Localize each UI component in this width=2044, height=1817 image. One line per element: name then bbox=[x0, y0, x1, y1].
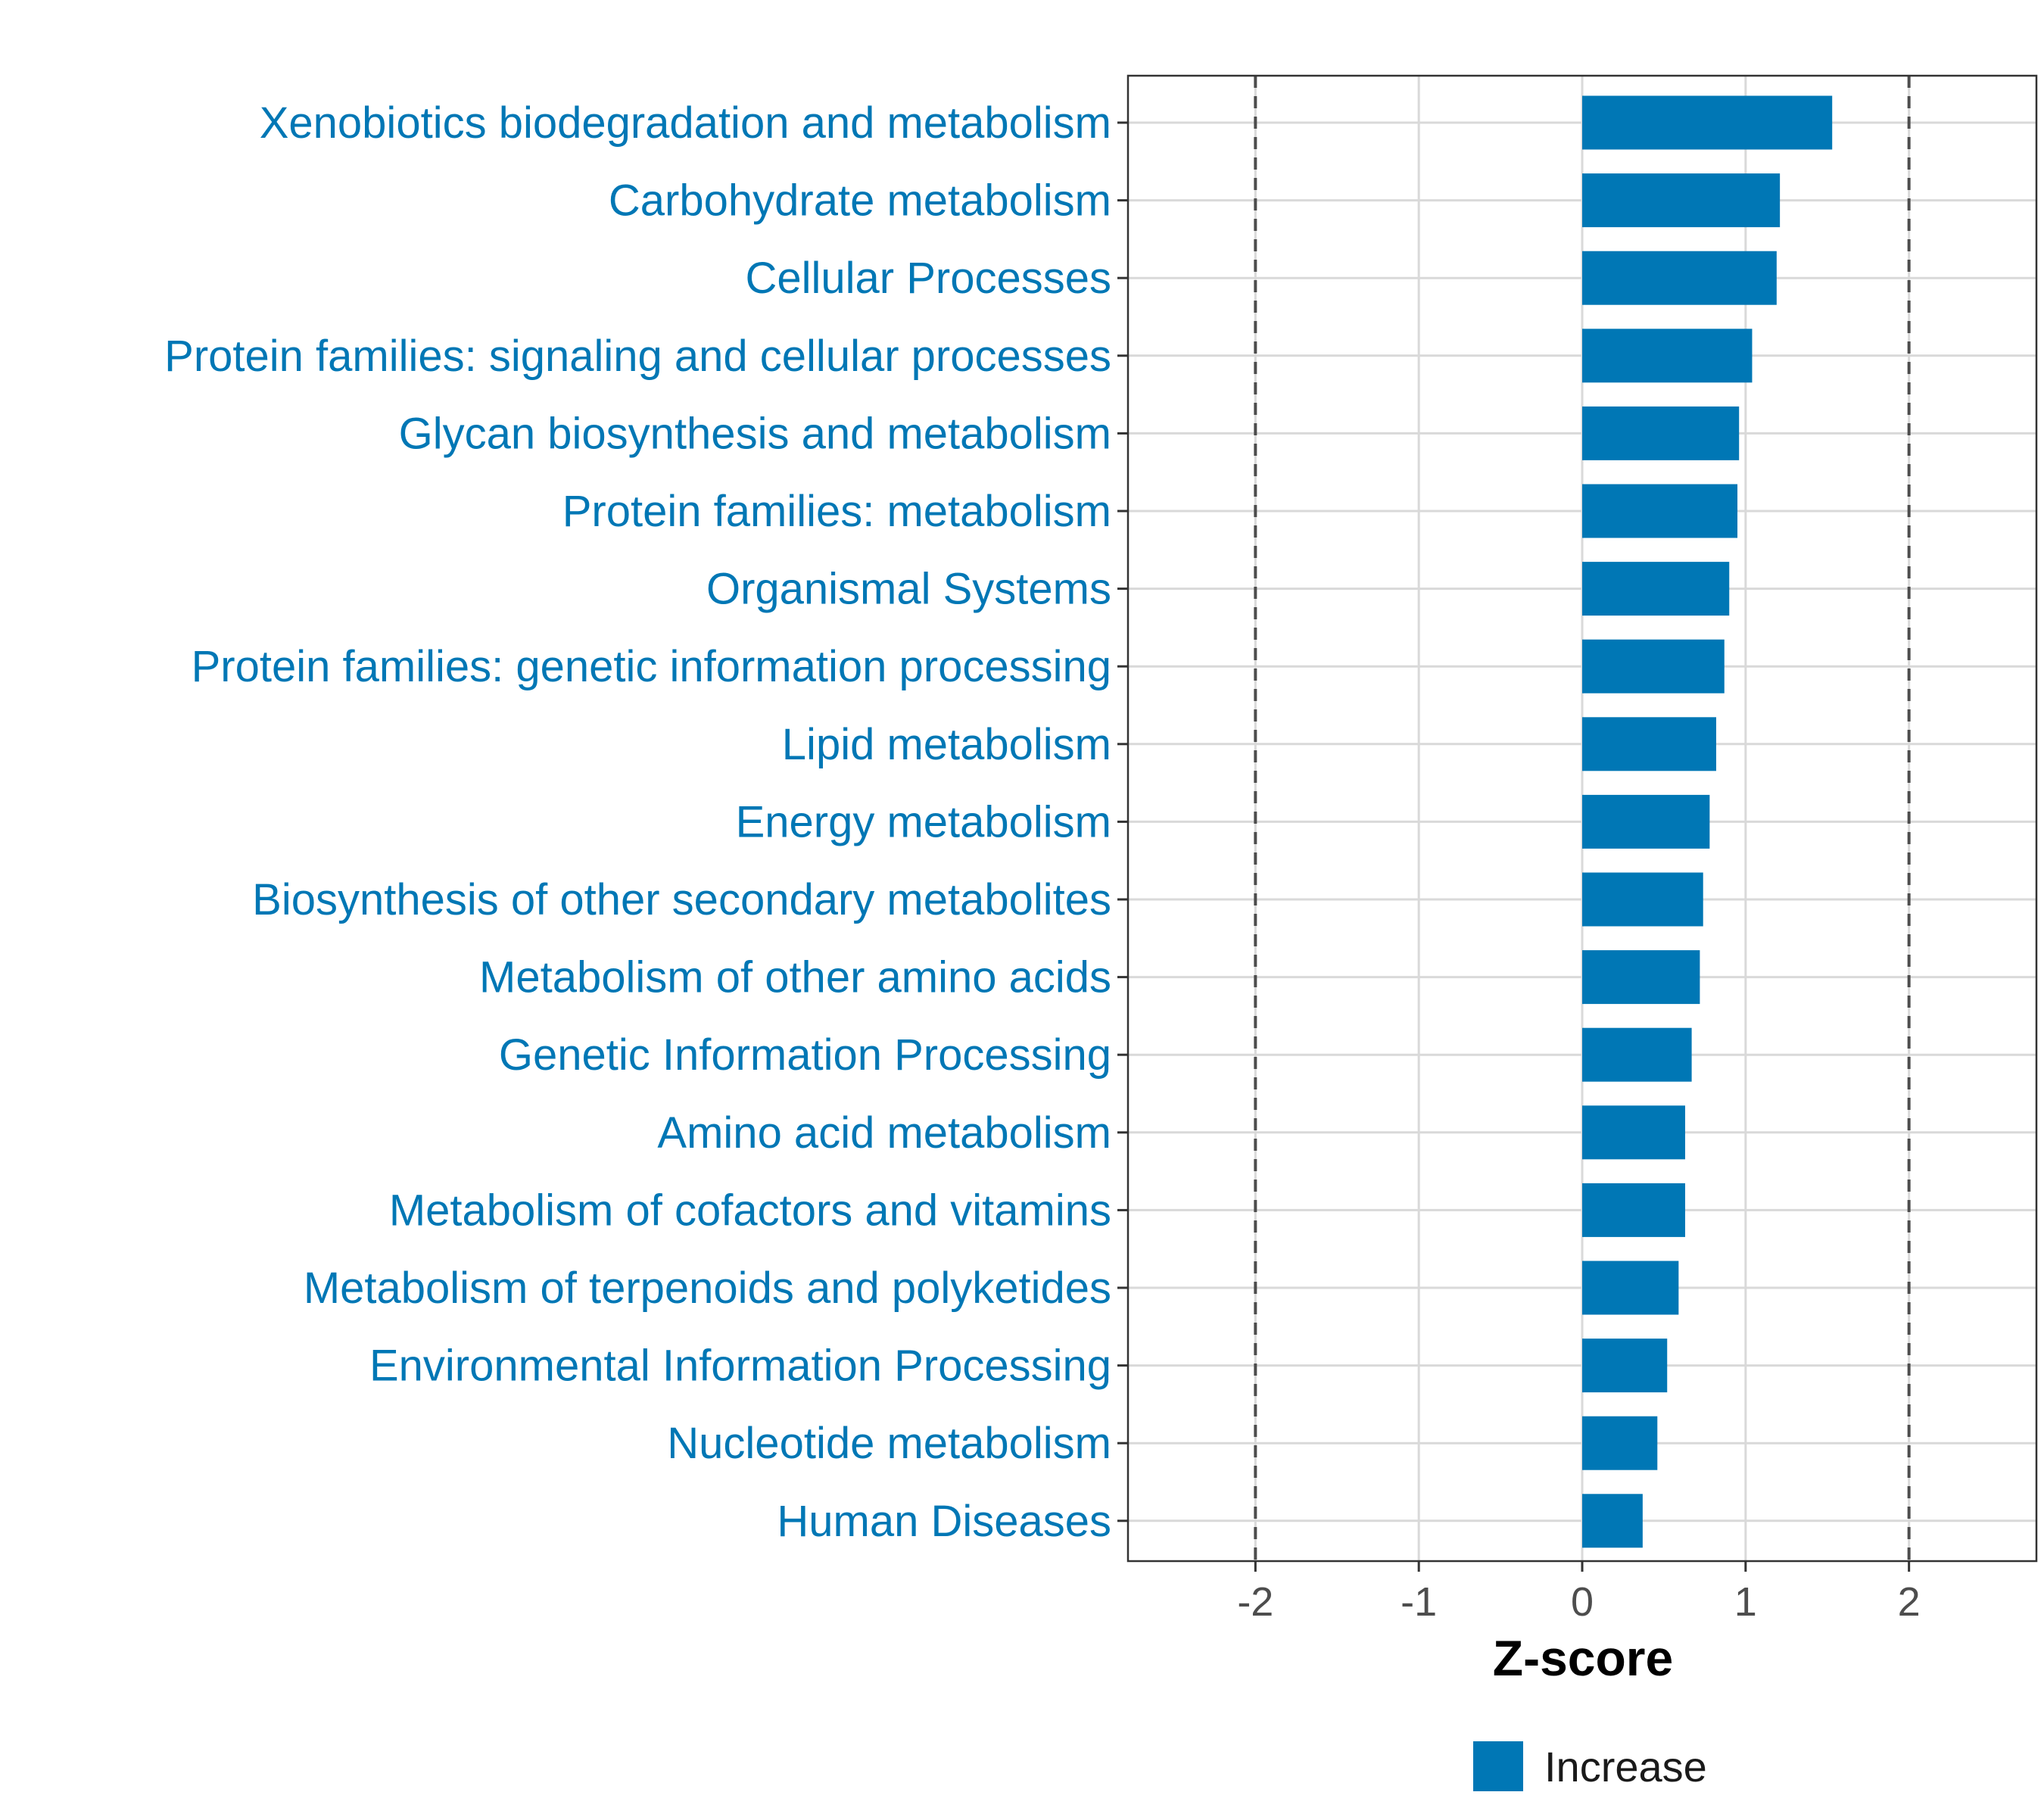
category-label-13: Genetic Information Processing bbox=[499, 1030, 1111, 1080]
x-axis-labels: -2 -1 0 1 2 bbox=[1237, 1579, 1920, 1625]
bars bbox=[1582, 95, 1833, 1548]
category-label-2: Carbohydrate metabolism bbox=[609, 176, 1111, 226]
x-tick-label-1: 1 bbox=[1734, 1579, 1757, 1625]
legend-swatch-increase bbox=[1473, 1741, 1523, 1791]
x-tick-label-0: 0 bbox=[1571, 1579, 1594, 1625]
x-axis-ticks bbox=[1254, 1561, 1911, 1572]
category-label-5: Glycan biosynthesis and metabolism bbox=[399, 409, 1111, 458]
bar-6 bbox=[1582, 484, 1738, 538]
category-label-9: Lipid metabolism bbox=[782, 720, 1111, 769]
category-label-19: Human Diseases bbox=[777, 1497, 1111, 1546]
category-label-7: Organismal Systems bbox=[706, 565, 1111, 614]
bar-13 bbox=[1582, 1027, 1692, 1082]
bar-2 bbox=[1582, 173, 1781, 228]
category-label-17: Environmental Information Processing bbox=[369, 1342, 1111, 1391]
bar-11 bbox=[1582, 872, 1703, 927]
category-label-1: Xenobiotics biodegradation and metabolis… bbox=[260, 98, 1111, 148]
bar-4 bbox=[1582, 329, 1753, 383]
bar-1 bbox=[1582, 95, 1833, 150]
legend: Increase bbox=[1473, 1741, 1707, 1791]
bar-17 bbox=[1582, 1339, 1668, 1393]
y-axis-labels: Xenobiotics biodegradation and metabolis… bbox=[164, 98, 1111, 1546]
category-label-18: Nucleotide metabolism bbox=[667, 1419, 1111, 1468]
category-label-12: Metabolism of other amino acids bbox=[479, 953, 1111, 1002]
category-label-6: Protein families: metabolism bbox=[562, 487, 1111, 536]
x-tick-label--2: -2 bbox=[1237, 1579, 1273, 1625]
bar-10 bbox=[1582, 794, 1710, 849]
x-tick-label-2: 2 bbox=[1898, 1579, 1921, 1625]
bar-15 bbox=[1582, 1183, 1685, 1237]
bar-19 bbox=[1582, 1494, 1643, 1548]
x-axis-title: Z-score bbox=[1493, 1630, 1673, 1686]
bar-8 bbox=[1582, 639, 1725, 693]
bar-9 bbox=[1582, 717, 1716, 771]
category-label-11: Biosynthesis of other secondary metaboli… bbox=[252, 875, 1111, 924]
bar-5 bbox=[1582, 406, 1740, 460]
bar-18 bbox=[1582, 1416, 1658, 1470]
category-label-10: Energy metabolism bbox=[736, 797, 1111, 846]
bar-3 bbox=[1582, 251, 1777, 305]
category-label-14: Amino acid metabolism bbox=[657, 1108, 1111, 1158]
category-label-4: Protein families: signaling and cellular… bbox=[164, 332, 1111, 381]
y-axis-ticks bbox=[1117, 121, 1128, 1522]
category-label-16: Metabolism of terpenoids and polyketides bbox=[304, 1264, 1111, 1313]
reference-lines bbox=[1254, 76, 1911, 1561]
bar-12 bbox=[1582, 950, 1700, 1005]
legend-label-increase: Increase bbox=[1544, 1743, 1707, 1791]
bar-16 bbox=[1582, 1261, 1679, 1315]
x-tick-label--1: -1 bbox=[1401, 1579, 1437, 1625]
bar-7 bbox=[1582, 562, 1730, 616]
category-label-3: Cellular Processes bbox=[745, 254, 1111, 303]
category-label-8: Protein families: genetic information pr… bbox=[192, 642, 1111, 691]
bar-14 bbox=[1582, 1105, 1685, 1160]
category-label-15: Metabolism of cofactors and vitamins bbox=[389, 1186, 1111, 1235]
